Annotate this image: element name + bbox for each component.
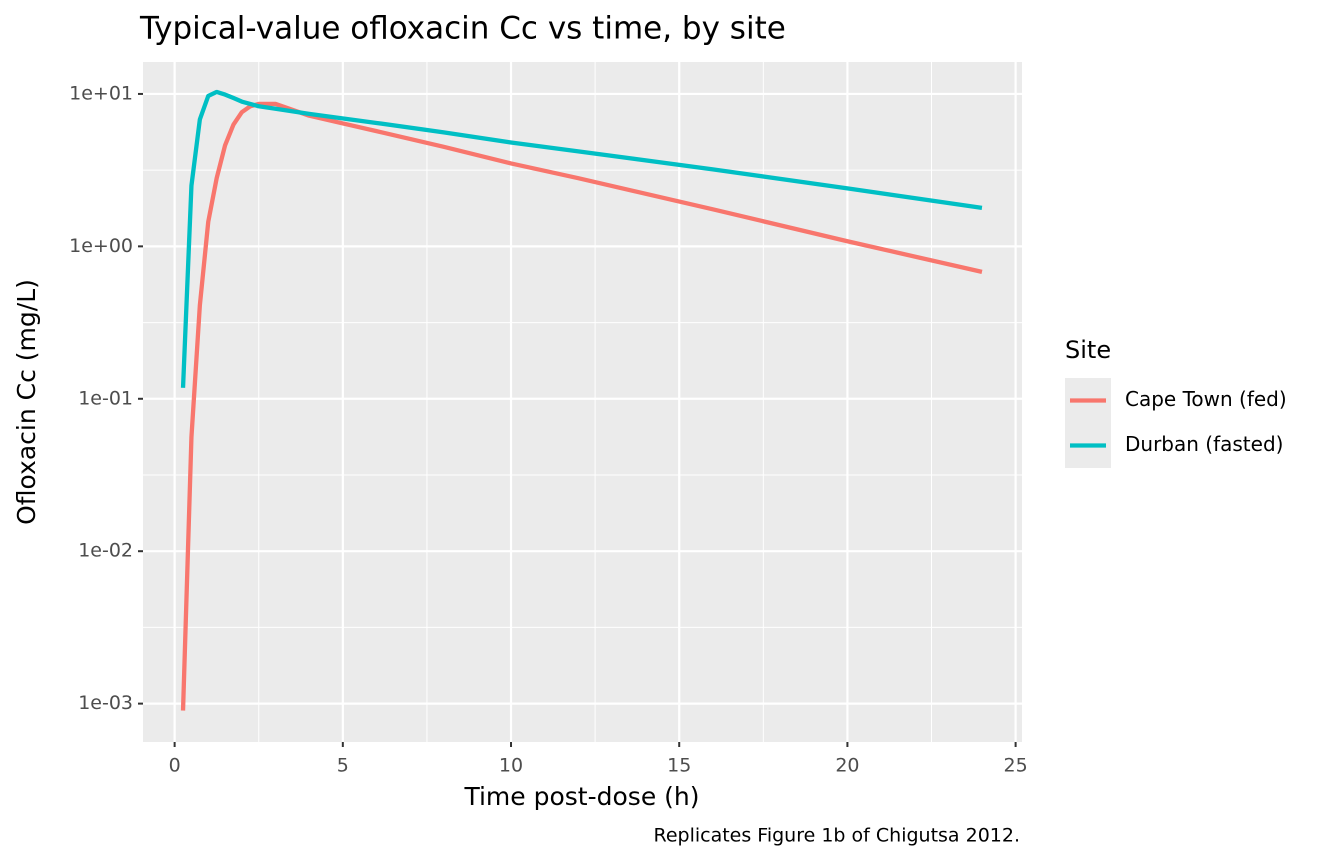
x-axis-title: Time post-dose (h) [463, 782, 699, 811]
x-tick-label: 15 [667, 755, 691, 777]
lines [180, 89, 983, 711]
x-tick-label: 10 [499, 755, 523, 777]
caption: Replicates Figure 1b of Chigutsa 2012. [653, 825, 1020, 847]
series-line [180, 101, 983, 711]
legend-key-bg [1065, 378, 1111, 468]
legend-title: Site [1065, 336, 1111, 364]
legend-label: Cape Town (fed) [1125, 387, 1287, 411]
x-tick-label: 25 [1004, 755, 1028, 777]
legend-label: Durban (fasted) [1125, 432, 1283, 456]
x-tick-label: 0 [169, 755, 181, 777]
y-tick-label: 1e+00 [69, 235, 133, 257]
y-tick-label: 1e-03 [78, 692, 133, 714]
x-tick-label: 5 [337, 755, 349, 777]
panel [143, 62, 1022, 742]
series-line [180, 89, 983, 388]
x-tick-label: 20 [835, 755, 859, 777]
y-axis-title: Ofloxacin Cc (mg/L) [12, 279, 41, 525]
legend: Cape Town (fed) Durban (fasted) [1065, 378, 1287, 468]
chart-title: Typical-value ofloxacin Cc vs time, by s… [139, 11, 786, 47]
y-tick-label: 1e-02 [78, 540, 133, 562]
y-tick-label: 1e-01 [78, 387, 133, 409]
y-tick-label: 1e+01 [69, 82, 133, 104]
